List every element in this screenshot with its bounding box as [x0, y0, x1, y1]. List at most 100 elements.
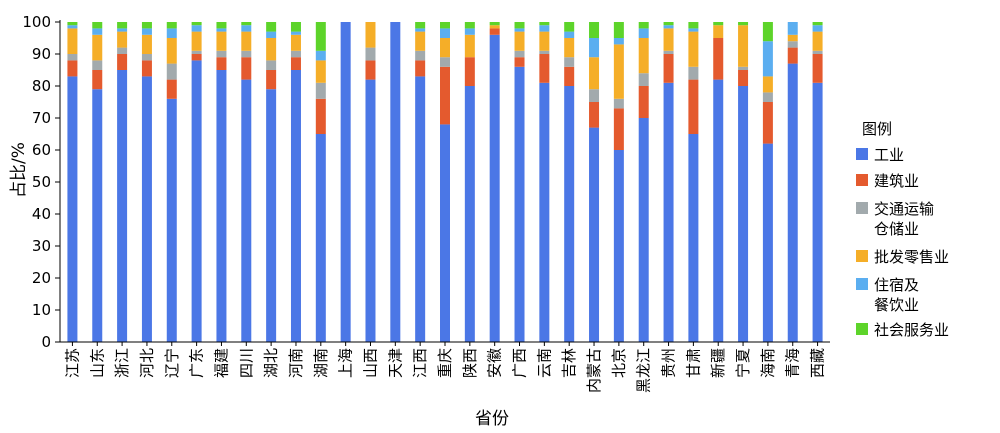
bar-segment-4 [191, 25, 202, 32]
bar-segment-1 [191, 54, 202, 61]
bar-segment-5 [762, 22, 773, 42]
bar-segment-3 [713, 25, 724, 38]
x-tick-label: 贵州 [660, 348, 678, 378]
x-tick-label: 吉林 [560, 348, 578, 378]
x-tick-label: 北京 [610, 348, 628, 378]
bar-segment-4 [117, 28, 128, 32]
bar-segment-1 [613, 108, 624, 150]
bar-segment-3 [365, 22, 376, 48]
x-tick-label: 四川 [237, 348, 255, 378]
bar-segment-0 [713, 79, 724, 342]
bar-segment-0 [663, 82, 674, 343]
bar-segment-0 [117, 70, 128, 342]
bar-segment-4 [613, 38, 624, 45]
bar-segment-5 [539, 22, 550, 26]
bar-segment-5 [464, 22, 475, 29]
bar-segment-5 [489, 22, 500, 26]
bar-segment-2 [117, 47, 128, 54]
bar-segment-2 [638, 73, 649, 86]
bar-segment-4 [67, 25, 78, 29]
bar-segment-3 [290, 34, 301, 51]
bar-segment-1 [489, 28, 500, 35]
bar-segment-5 [315, 22, 326, 51]
bar-segment-5 [216, 22, 227, 29]
bar-segment-1 [713, 38, 724, 80]
bar-segment-2 [787, 41, 798, 48]
bar-segment-1 [638, 86, 649, 118]
bar-segment-4 [266, 31, 277, 38]
bar-segment-5 [191, 22, 202, 26]
bar-segment-2 [564, 57, 575, 67]
bar-segment-0 [191, 60, 202, 343]
bar-segment-2 [141, 54, 152, 61]
bar-segment-3 [191, 31, 202, 51]
bar-segment-2 [365, 47, 376, 61]
bar-segment-2 [166, 63, 177, 80]
bar-segment-0 [266, 89, 277, 342]
bar-segment-0 [241, 79, 252, 342]
bar-segment-3 [415, 31, 426, 51]
bar-segment-4 [141, 28, 152, 35]
bar-segment-2 [812, 50, 823, 54]
bar-segment-5 [738, 22, 749, 26]
x-tick-label: 山东 [88, 348, 106, 378]
bar-segment-0 [589, 127, 600, 342]
y-tick-label: 40 [32, 205, 51, 223]
bar-segment-4 [415, 28, 426, 32]
bar-segment-1 [266, 70, 277, 90]
bar-segment-4 [514, 28, 525, 32]
bar-segment-4 [440, 28, 450, 38]
bar-segment-2 [539, 50, 550, 54]
bar-segment-1 [315, 98, 326, 134]
legend-label: 批发零售业 [874, 248, 949, 266]
bar-segment-5 [117, 22, 128, 29]
bar-segment-2 [688, 66, 699, 80]
bar-segment-0 [67, 76, 78, 343]
bar-segment-0 [514, 66, 525, 343]
bar-segment-4 [539, 25, 550, 32]
x-tick-label: 内蒙古 [585, 348, 603, 393]
bar-segment-4 [564, 31, 575, 38]
bar-segment-3 [738, 25, 749, 67]
y-tick-label: 0 [41, 333, 51, 351]
x-tick-label: 山西 [361, 348, 379, 378]
legend-swatch [856, 202, 868, 214]
x-tick-label: 广西 [511, 348, 529, 378]
legend-swatch [856, 174, 868, 186]
bar-segment-0 [166, 98, 177, 342]
bar-segment-2 [762, 92, 773, 102]
bar-segment-4 [241, 25, 252, 32]
y-tick-label: 70 [32, 109, 51, 127]
x-tick-label: 甘肃 [684, 348, 702, 378]
bar-segment-0 [365, 79, 376, 342]
y-axis: 0 10 20 30 40 50 60 70 80 90 100 [22, 13, 61, 351]
bar-segment-0 [92, 89, 103, 342]
bar-segment-0 [489, 34, 500, 343]
bar-segment-4 [166, 28, 177, 38]
bar-segment-0 [688, 134, 699, 342]
bar-segment-0 [539, 82, 550, 343]
legend-label: 社会服务业 [874, 321, 949, 339]
bar-segment-0 [564, 86, 575, 342]
bar-segment-5 [663, 22, 674, 26]
bar-segment-1 [589, 102, 600, 128]
bar-segment-1 [117, 54, 128, 70]
bar-segment-5 [613, 22, 624, 38]
bar-segment-0 [812, 82, 823, 343]
bar-segment-0 [216, 70, 227, 342]
x-axis-title: 省份 [475, 409, 509, 429]
bar-segment-1 [514, 57, 525, 67]
bar-segment-2 [589, 89, 600, 102]
bar-segment-2 [315, 82, 326, 99]
plot-area [67, 22, 823, 343]
bar-segment-2 [92, 60, 103, 70]
bar-segment-4 [290, 31, 301, 35]
x-tick-label: 宁夏 [734, 348, 752, 378]
bar-segment-5 [564, 22, 575, 32]
bar-segment-3 [440, 38, 450, 58]
bar-segment-1 [762, 102, 773, 144]
bar-segment-5 [713, 22, 724, 26]
x-tick-label: 青海 [784, 348, 802, 378]
x-tick-label: 上海 [337, 348, 355, 378]
